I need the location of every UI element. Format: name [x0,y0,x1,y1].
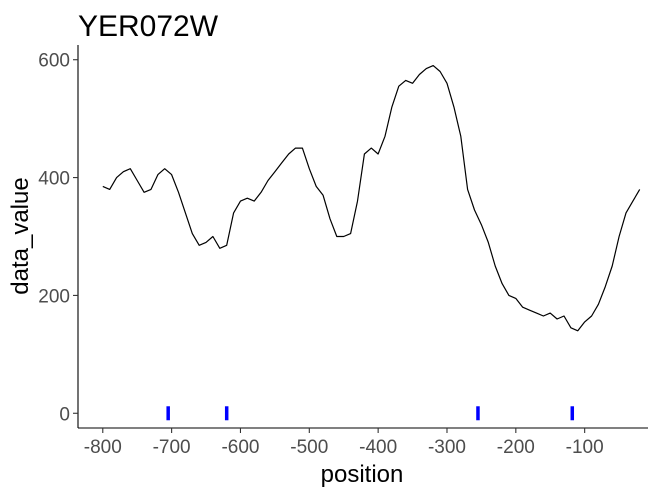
x-tick-label: -200 [497,437,535,458]
x-tick-label: -500 [290,437,328,458]
y-tick-label: 600 [38,51,70,72]
x-axis-ticks: -800 -700 -600 -500 -400 -300 -200 -100 [84,428,604,458]
y-axis-ticks: 0 200 400 600 [38,51,78,425]
x-tick-label: -300 [428,437,466,458]
x-tick-label: -800 [84,437,122,458]
y-tick-label: 400 [38,169,70,190]
x-tick-label: -400 [359,437,397,458]
y-tick-label: 0 [59,404,70,425]
chart-title: YER072W [78,10,219,43]
x-axis-title: position [321,461,404,488]
y-axis-title: data_value [7,177,34,294]
position-markers [166,406,575,421]
x-tick-label: -100 [566,437,604,458]
y-tick-label: 200 [38,286,70,307]
x-tick-label: -700 [153,437,191,458]
x-tick-label: -600 [221,437,259,458]
data-value-line [102,65,641,332]
